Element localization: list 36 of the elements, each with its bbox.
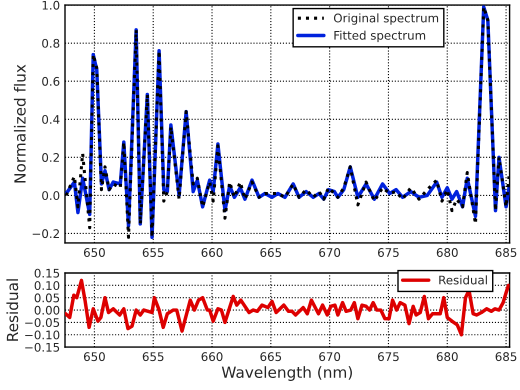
y-tick-label: −0.15 — [25, 342, 60, 352]
y-tick-label: 0.00 — [34, 306, 60, 315]
legend-label: Residual — [439, 275, 487, 284]
x-tick-label: 650 — [84, 352, 105, 362]
x-tick-label: 665 — [260, 248, 282, 257]
y-tick-label: −0.2 — [32, 229, 59, 238]
x-tick-label: 670 — [319, 248, 340, 257]
legend-label: Original spectrum — [334, 13, 438, 25]
y-tick-label: 0.2 — [42, 153, 59, 162]
x-tick-label: 665 — [260, 352, 282, 362]
x-tick-label: 655 — [142, 248, 164, 257]
y-tick-label: 0.0 — [42, 191, 60, 200]
y-tick-label: 0.4 — [42, 114, 60, 124]
x-tick-label: 660 — [202, 248, 223, 257]
y-tick-label: 0.10 — [34, 281, 60, 290]
x-tick-label: 675 — [378, 248, 399, 257]
x-tick-label: 680 — [436, 248, 458, 257]
x-tick-label: 655 — [142, 352, 164, 362]
y-tick-label: −0.05 — [25, 318, 60, 328]
legend-label: Fitted spectrum — [334, 30, 426, 42]
x-tick-label: 660 — [202, 352, 223, 362]
y-axis-title: Residual — [6, 279, 18, 341]
x-tick-label: 650 — [84, 248, 105, 257]
x-tick-label: 670 — [319, 352, 340, 362]
x-tick-label: 675 — [378, 352, 399, 362]
y-tick-label: 0.6 — [42, 76, 60, 86]
y-tick-label: 1.0 — [42, 0, 60, 10]
y-tick-label: 0.05 — [34, 293, 60, 302]
x-axis-title: Wavelength (nm) — [222, 366, 352, 381]
x-tick-label: 685 — [496, 248, 516, 257]
x-tick-label: 685 — [496, 352, 516, 362]
y-tick-label: 0.8 — [42, 38, 60, 48]
y-tick-label: 0.15 — [34, 268, 60, 278]
y-axis-title: Normalized flux — [14, 64, 26, 182]
x-tick-label: 680 — [436, 352, 458, 362]
y-tick-label: −0.10 — [25, 330, 60, 340]
